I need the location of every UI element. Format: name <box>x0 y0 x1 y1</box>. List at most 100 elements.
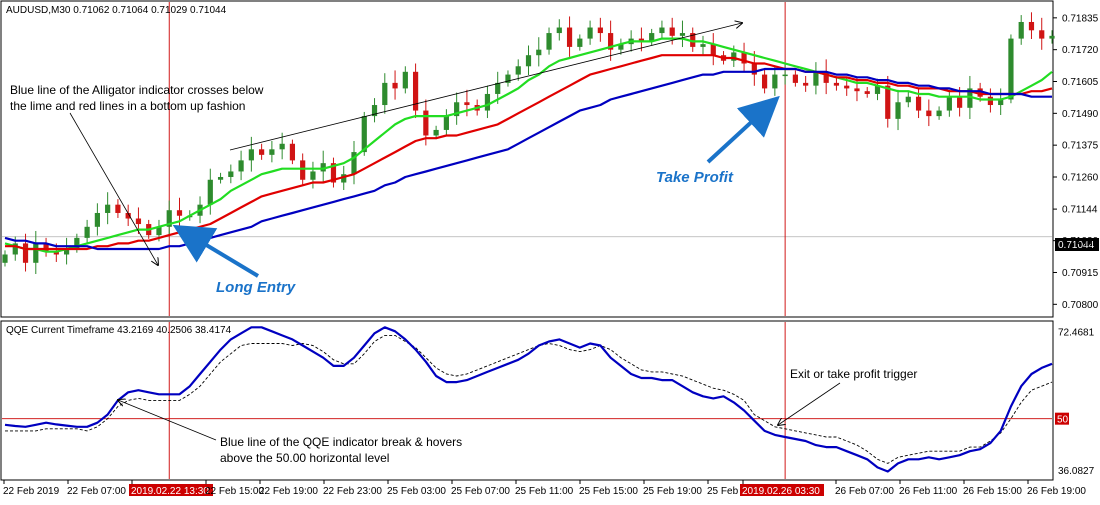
candle-body <box>464 102 470 106</box>
price-panel <box>0 0 1054 318</box>
candle-body <box>1008 38 1014 100</box>
price-tick-label: 0.71144 <box>1062 205 1098 216</box>
current-price-box <box>1055 238 1099 251</box>
candle-body <box>905 96 911 103</box>
candle-body <box>300 160 306 180</box>
candle-body <box>700 44 706 47</box>
trend-line <box>229 23 742 151</box>
time-tick-label: 25 Feb 11:00 <box>515 486 574 497</box>
candle-body <box>176 210 183 216</box>
candle-body <box>105 204 111 213</box>
candle-body <box>936 110 942 117</box>
candle-body <box>505 74 511 83</box>
time-tick-label: 26 Feb 19:00 <box>1027 486 1086 497</box>
price-tick-label: 0.71605 <box>1062 77 1099 88</box>
candle-body <box>269 149 275 155</box>
candle-body <box>823 71 829 83</box>
candle-body <box>792 74 798 83</box>
time-tick-label: 22 Feb 23:00 <box>323 486 382 497</box>
take-profit-label: Take Profit <box>656 169 734 186</box>
candle-body <box>577 38 583 47</box>
candle-body <box>710 44 716 56</box>
candle-body <box>536 49 542 56</box>
candle-body <box>731 52 737 61</box>
candle-body <box>751 63 757 75</box>
time-tick-label: 2019.02.22 13:30 <box>131 486 209 497</box>
qqe-blue-line <box>4 326 1053 473</box>
time-tick-label: 25 Feb 07:00 <box>451 486 510 497</box>
price-tick-label: 0.71030 <box>1062 236 1099 247</box>
candle-body <box>330 163 337 183</box>
time-tick-label: 25 Feb 03:00 <box>387 486 446 497</box>
long-entry-arrow <box>172 224 260 278</box>
candle-body <box>33 243 39 263</box>
candle-body <box>484 93 491 111</box>
candle-body <box>320 163 326 172</box>
candle-body <box>515 66 521 75</box>
candle-body <box>618 44 624 50</box>
candle-body <box>957 96 963 108</box>
candle-body <box>228 171 234 177</box>
candle-body <box>844 85 850 89</box>
candle-body <box>74 237 80 249</box>
candle-body <box>546 33 552 50</box>
candle-body <box>874 85 881 94</box>
candle-body <box>669 27 675 36</box>
price-tick-label: 0.70915 <box>1062 268 1099 279</box>
qqe-pointer-line <box>118 400 217 441</box>
candle-body <box>1039 30 1045 39</box>
candle-body <box>587 27 593 39</box>
time-tick-label: 2019.02.26 03:30 <box>742 486 820 497</box>
candle-body <box>525 55 532 67</box>
candle-body <box>279 143 285 150</box>
candle-body <box>43 243 49 252</box>
time-highlight-box <box>129 484 213 496</box>
take-profit-arrow <box>706 95 780 164</box>
price-tick-label: 0.71490 <box>1062 109 1099 120</box>
candle-body <box>608 33 614 50</box>
long-entry-label: Long Entry <box>216 279 296 296</box>
time-tick-label: 26 Feb 11:00 <box>899 486 958 497</box>
candle-body <box>833 82 840 86</box>
candle-body <box>854 88 860 92</box>
candle-body <box>289 143 296 161</box>
candle-body <box>341 174 347 183</box>
exit-trigger-note: Exit or take profit trigger <box>790 367 917 381</box>
candle-body <box>998 99 1004 106</box>
current-price-label: 0.71044 <box>1058 240 1095 251</box>
candle-body <box>566 27 573 47</box>
alligator-note-line1: Blue line of the Alligator indicator cro… <box>10 83 264 97</box>
candle-body <box>803 82 809 86</box>
candle-body <box>423 110 429 136</box>
price-tick-label: 0.71720 <box>1062 45 1099 56</box>
candle-body <box>84 226 90 238</box>
time-tick-label: 22 Feb 19:00 <box>259 486 318 497</box>
alligator-lime-line <box>4 37 1053 253</box>
candle-body <box>967 88 973 108</box>
candle-body <box>597 27 603 34</box>
candle-body <box>207 179 213 205</box>
candle-body <box>813 71 819 86</box>
price-tick-label: 0.71835 <box>1062 13 1099 24</box>
candle-body <box>443 116 449 130</box>
candle-body <box>248 149 254 161</box>
candle-body <box>361 116 367 153</box>
candle-body <box>125 212 131 219</box>
price-tick-label: 0.70800 <box>1062 300 1099 311</box>
candle-body <box>1018 21 1024 39</box>
candle-body <box>782 74 788 77</box>
candle-body <box>12 243 18 255</box>
candle-body <box>915 96 922 111</box>
candle-body <box>1028 21 1035 31</box>
candle-body <box>864 91 870 94</box>
candle-body <box>659 27 665 34</box>
exit-pointer-line <box>778 382 841 425</box>
time-tick-label: 26 Feb 07:00 <box>835 486 894 497</box>
candle-body <box>53 251 59 255</box>
time-tick-label: 25 Feb 23:00 <box>707 486 766 497</box>
candle-body <box>977 88 983 97</box>
candle-body <box>22 243 29 263</box>
candle-body <box>156 226 162 236</box>
